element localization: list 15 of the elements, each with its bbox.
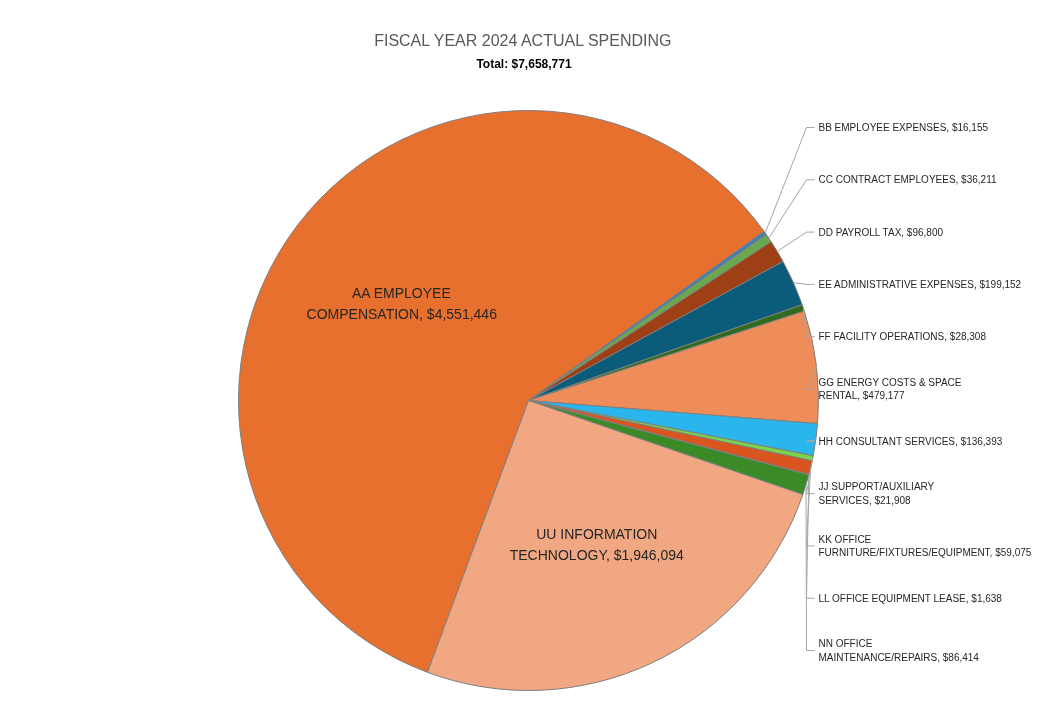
slice-label: UU INFORMATION TECHNOLOGY, $1,946,094 bbox=[509, 526, 684, 564]
slice-label: DD PAYROLL TAX, $96,800 bbox=[818, 226, 944, 238]
slice-label: HH CONSULTANT SERVICES, $136,393 bbox=[818, 435, 1003, 447]
slice-label: NN OFFICE MAINTENANCE/REPAIRS, $86,414 bbox=[818, 638, 980, 663]
chart-title: FISCAL YEAR 2024 ACTUAL SPENDING bbox=[374, 32, 672, 49]
chart-subtitle: Total: $7,658,771 bbox=[476, 56, 572, 71]
slice-label: EE ADMINISTRATIVE EXPENSES, $199,152 bbox=[818, 278, 1022, 290]
slice-label: FF FACILITY OPERATIONS, $28,308 bbox=[818, 331, 987, 343]
slice-label: JJ SUPPORT/AUXILIARY SERVICES, $21,908 bbox=[818, 481, 935, 506]
slice-label: CC CONTRACT EMPLOYEES, $36,211 bbox=[818, 174, 997, 186]
slice-label: GG ENERGY COSTS & SPACE RENTAL, $479,177 bbox=[818, 376, 962, 402]
slice-label: AA EMPLOYEE COMPENSATION, $4,551,446 bbox=[306, 285, 498, 323]
slice-label: LL OFFICE EQUIPMENT LEASE, $1,638 bbox=[818, 592, 1003, 604]
slice-label: BB EMPLOYEE EXPENSES, $16,155 bbox=[818, 122, 989, 133]
slice-label: KK OFFICE FURNITURE/FIXTURES/EQUIPMENT, $59,075 bbox=[818, 533, 1032, 559]
